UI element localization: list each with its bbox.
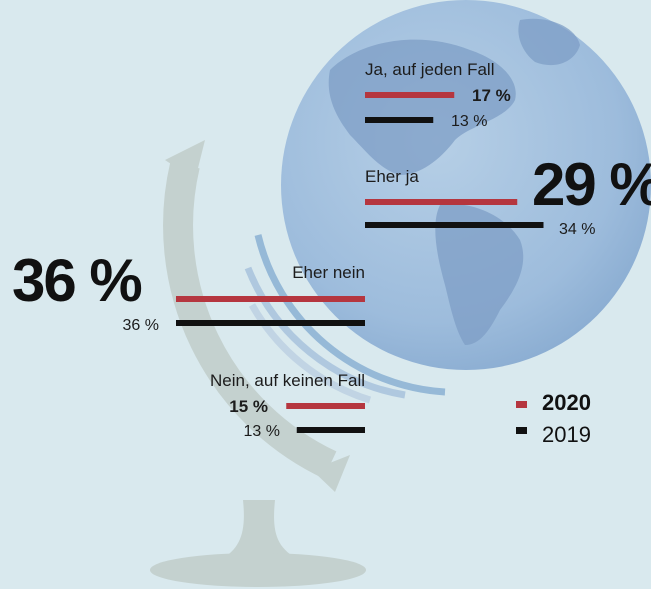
south-america-landmass: [435, 204, 524, 345]
globe-ring-middle: [244, 266, 406, 399]
greenland-landmass: [518, 18, 580, 66]
arc-arrow-bottom-icon: [312, 455, 350, 492]
data-label-2020-eher-nein: 36 %: [12, 247, 141, 314]
legend: 2020 2019: [516, 390, 591, 447]
data-label-2019-nein-auf-keinen-fall: 13 %: [244, 423, 280, 440]
north-america-landmass: [328, 39, 516, 175]
bar-2020-eher-nein: [176, 296, 365, 302]
globe-ring-outer: [254, 234, 446, 396]
bar-2019-eher-nein: [176, 320, 365, 326]
arc-arrow-top-icon: [165, 140, 205, 180]
bar-2020-eher-ja: [365, 199, 518, 205]
legend-label-2020: 2020: [542, 390, 591, 415]
category-label-nein-auf-keinen-fall: Nein, auf keinen Fall: [210, 371, 365, 390]
category-label-ja-auf-jeden-fall: Ja, auf jeden Fall: [365, 60, 494, 79]
data-label-2019-ja-auf-jeden-fall: 13 %: [451, 113, 487, 130]
bars-layer: [176, 92, 544, 433]
globe-stand-illustration: [150, 140, 366, 587]
bar-2020-nein-auf-keinen-fall: [286, 403, 365, 409]
data-label-2020-ja-auf-jeden-fall: 17 %: [472, 86, 511, 105]
globe-stand-stem: [220, 500, 300, 560]
globe-stand-base: [150, 553, 366, 587]
category-label-eher-ja: Eher ja: [365, 167, 419, 186]
legend-swatch-2020: [516, 401, 527, 408]
bar-2019-nein-auf-keinen-fall: [296, 427, 365, 433]
globe-meridian-arc: [163, 161, 337, 479]
data-label-2020-nein-auf-keinen-fall: 15 %: [229, 397, 268, 416]
legend-swatch-2019: [516, 427, 527, 434]
data-label-2020-eher-ja: 29 %: [532, 151, 651, 218]
bar-2019-ja-auf-jeden-fall: [365, 117, 434, 123]
category-label-eher-nein: Eher nein: [292, 263, 365, 282]
data-label-2019-eher-ja: 34 %: [559, 221, 595, 238]
legend-label-2019: 2019: [542, 422, 591, 447]
bar-2019-eher-ja: [365, 222, 544, 228]
data-label-2019-eher-nein: 36 %: [123, 317, 159, 334]
bar-2020-ja-auf-jeden-fall: [365, 92, 455, 98]
